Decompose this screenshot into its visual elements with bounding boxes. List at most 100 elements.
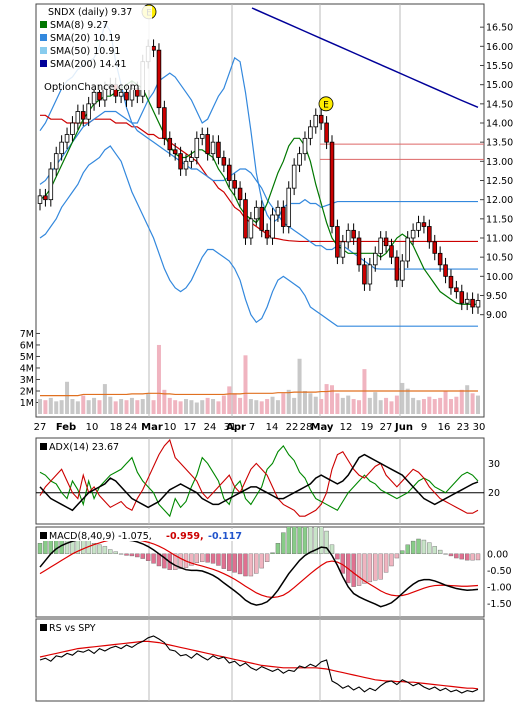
macd-histogram-bar [270,552,275,555]
macd-histogram-bar [470,553,475,561]
macd-tick-label: -1.00 [487,582,512,593]
macd-hist-value: -0.117 [208,531,242,542]
x-tick-label: 16 [438,422,451,433]
candle [48,168,54,201]
volume-bar [357,400,362,414]
price-tick-label: 14.50 [486,99,513,110]
candle [86,103,91,120]
volume-average-line [40,390,478,397]
candle [400,260,405,281]
x-tick-label: Jun [394,422,413,433]
volume-bar [59,400,64,414]
macd-histogram-bar [145,553,151,561]
candle [226,164,232,181]
macd-histogram-bar [389,553,394,567]
macd-histogram-bar [475,553,481,561]
volume-bar [140,399,145,414]
volume-bar [259,401,264,414]
volume-bar [200,400,205,414]
macd-histogram-bar [221,553,227,569]
candle [70,122,75,135]
candle [378,237,383,254]
volume-bar [448,399,453,414]
volume-bar [292,397,297,414]
volume-bar [189,400,194,414]
macd-histogram-bar [108,549,113,555]
volume-bar [211,399,216,414]
volume-bar [81,395,86,414]
volume-bar [324,384,329,414]
candle [232,180,237,189]
x-tick-label: May [311,422,334,433]
candle [448,275,454,289]
price-tick-label: 14.00 [486,119,513,130]
macd-histogram-bar [243,553,248,577]
candle [162,107,167,139]
volume-bar [146,393,151,414]
volume-bar [384,397,389,414]
volume-bar [465,385,470,414]
macd-histogram-bar [362,553,367,584]
x-tick-label: 18 [110,422,123,433]
macd-histogram-bar [113,551,118,555]
candle [313,114,319,128]
candle [189,157,194,162]
macd-histogram-bar [394,553,400,559]
macd-panel [35,526,485,618]
volume-bar [367,397,372,414]
candle [53,153,59,170]
x-tick-label: Apr [226,422,246,433]
adx-line [39,453,479,512]
macd-signal-value: -0.959, [166,531,204,542]
volume-bar [178,401,183,414]
candle [172,149,178,155]
price-tick-label: 13.00 [486,157,513,168]
volume-bar [265,399,270,414]
macd-histogram-bar [275,543,281,555]
macd-histogram-bar [281,532,286,555]
macd-histogram-bar [464,553,470,561]
rs-line [39,635,479,694]
volume-bar [97,400,102,414]
volume-bar [238,397,243,414]
macd-histogram-bar [454,553,459,559]
rs-average-line [39,640,479,690]
volume-tick-label: 1M [20,398,34,409]
macd-histogram-bar [162,553,167,569]
macd-histogram-bar [373,553,378,581]
volume-bar [151,400,156,414]
volume-bar [75,401,80,414]
macd-histogram-bar [324,530,329,555]
macd-histogram-bar [135,553,140,558]
volume-bar [183,399,189,414]
candle [210,141,216,155]
volume-bar [416,400,421,414]
x-tick-label: 27 [380,422,393,433]
volume-bar [351,399,356,414]
volume-bar [113,401,118,414]
macd-histogram-bar [421,539,427,555]
candle [124,91,129,101]
candle [410,229,416,239]
x-tick-label: 30 [473,422,486,433]
volume-bar [400,382,405,414]
volume-bar [243,355,248,414]
price-tick-label: 12.50 [486,176,513,187]
macd-histogram-bar [437,549,443,555]
plus-di-line [39,444,479,518]
legend-sma20: SMA(20) 10.19 [50,33,120,44]
candle [464,298,470,304]
macd-histogram-bar [400,550,405,555]
candle [308,126,313,139]
x-tick-label: 17 [184,422,197,433]
macd-histogram-bar [432,546,437,555]
price-tick-label: 16.00 [486,42,513,53]
volume-bar [421,399,426,414]
macd-histogram-bar [227,553,232,571]
candle [459,291,465,304]
macd-histogram-bar [178,553,183,569]
volume-tick-label: 4M [20,363,34,374]
volume-bar [216,401,221,414]
candle [383,237,389,247]
